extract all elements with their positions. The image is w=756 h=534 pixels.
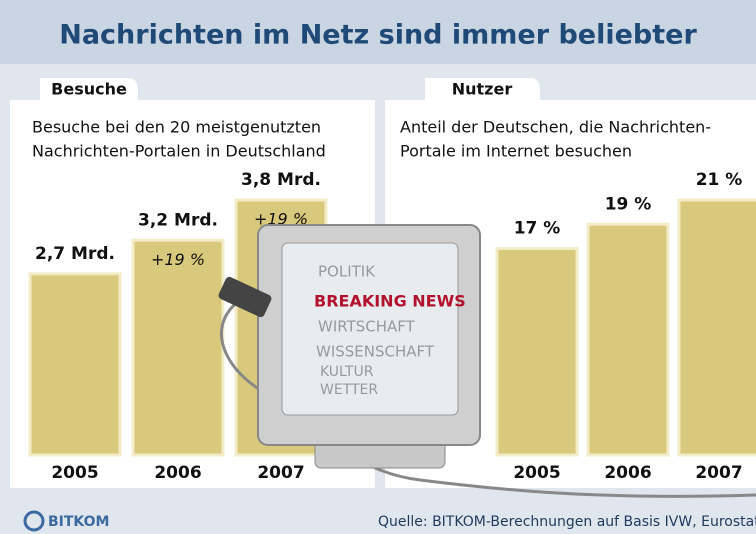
menu-item: BREAKING NEWS xyxy=(314,292,466,311)
subtitle: Nachrichten-Portalen in Deutschland xyxy=(32,142,326,161)
menu-item: WIRTSCHAFT xyxy=(318,318,416,336)
tab-label: Nutzer xyxy=(452,80,513,99)
bar xyxy=(30,274,120,455)
growth-label: +19 % xyxy=(151,250,205,269)
menu-item: WETTER xyxy=(320,382,378,398)
menu-item: KULTUR xyxy=(320,364,374,380)
x-tick-label: 2005 xyxy=(513,463,560,483)
x-tick-label: 2005 xyxy=(51,463,98,483)
subtitle: Portale im Internet besuchen xyxy=(400,142,632,161)
x-tick-label: 2006 xyxy=(154,463,201,483)
x-tick-label: 2007 xyxy=(257,463,304,483)
value-label: 3,8 Mrd. xyxy=(241,170,321,190)
tab-label: Besuche xyxy=(51,80,127,99)
title: Nachrichten im Netz sind immer beliebter xyxy=(59,20,697,51)
bar xyxy=(588,224,668,455)
value-label: 21 % xyxy=(696,170,743,190)
value-label: 2,7 Mrd. xyxy=(35,244,115,264)
logo: BITKOM xyxy=(48,514,109,530)
x-tick-label: 2006 xyxy=(604,463,651,483)
bar xyxy=(679,200,756,455)
bar xyxy=(133,240,223,455)
subtitle: Besuche bei den 20 meistgenutzten xyxy=(32,118,321,137)
value-label: 3,2 Mrd. xyxy=(138,210,218,230)
value-label: 17 % xyxy=(514,219,561,239)
subtitle: Anteil der Deutschen, die Nachrichten- xyxy=(400,118,711,137)
menu-item: WISSENSCHAFT xyxy=(316,343,435,361)
bar xyxy=(497,249,577,455)
menu-item: POLITIK xyxy=(318,263,376,281)
x-tick-label: 2007 xyxy=(695,463,742,483)
source: Quelle: BITKOM-Berechnungen auf Basis IV… xyxy=(378,514,756,530)
infographic: Nachrichten im Netz sind immer beliebter… xyxy=(0,0,756,534)
value-label: 19 % xyxy=(605,194,652,214)
